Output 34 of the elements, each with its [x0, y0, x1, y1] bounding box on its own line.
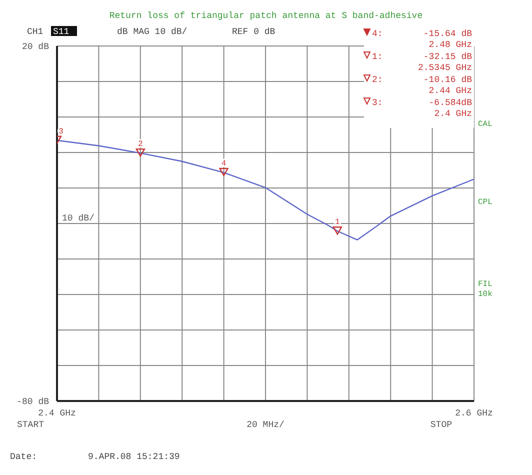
text: Date: [10, 452, 38, 462]
x-tick-label: 2.6 GHz [455, 408, 493, 418]
text: S11 [53, 27, 70, 37]
point [219, 168, 228, 176]
text: dB MAG 10 dB/ [117, 27, 188, 37]
point [136, 148, 145, 157]
text: START [17, 420, 45, 430]
annotation: 2.5345 GHz [418, 63, 472, 73]
annotation: 2.44 GHz [428, 86, 472, 96]
y-tick-label: -80 dB [16, 397, 50, 408]
annotation: 2.48 GHz [428, 40, 472, 50]
text: REF 0 dB [232, 27, 276, 37]
text: 10k [478, 290, 493, 299]
text: CPL [478, 198, 493, 207]
annotation: -32.15 dB [423, 52, 473, 62]
annotation: 3: [372, 98, 383, 108]
annotation: 10 dB/ [62, 214, 94, 224]
annotation: -6.584dB [428, 98, 473, 108]
point [332, 226, 342, 235]
text: 20 MHz/ [246, 420, 284, 430]
text: 9.APR.08 15:21:39 [88, 452, 180, 462]
annotation: 3 [58, 127, 64, 136]
text: STOP [430, 420, 452, 430]
text: CAL [478, 120, 493, 129]
text: CH1 [27, 27, 44, 37]
annotation: 2: [372, 75, 383, 85]
text: 4: [372, 29, 383, 39]
text: FIL [478, 280, 493, 289]
annotation: 2.4 GHz [434, 109, 472, 119]
text: -15.64 dB [423, 29, 473, 39]
annotation: 1: [372, 52, 383, 62]
chart-title: Return loss of triangular patch antenna at S band-adhesive [109, 11, 423, 21]
annotation: -10.16 dB [423, 75, 473, 85]
y-tick-label: 20 dB [22, 42, 50, 52]
